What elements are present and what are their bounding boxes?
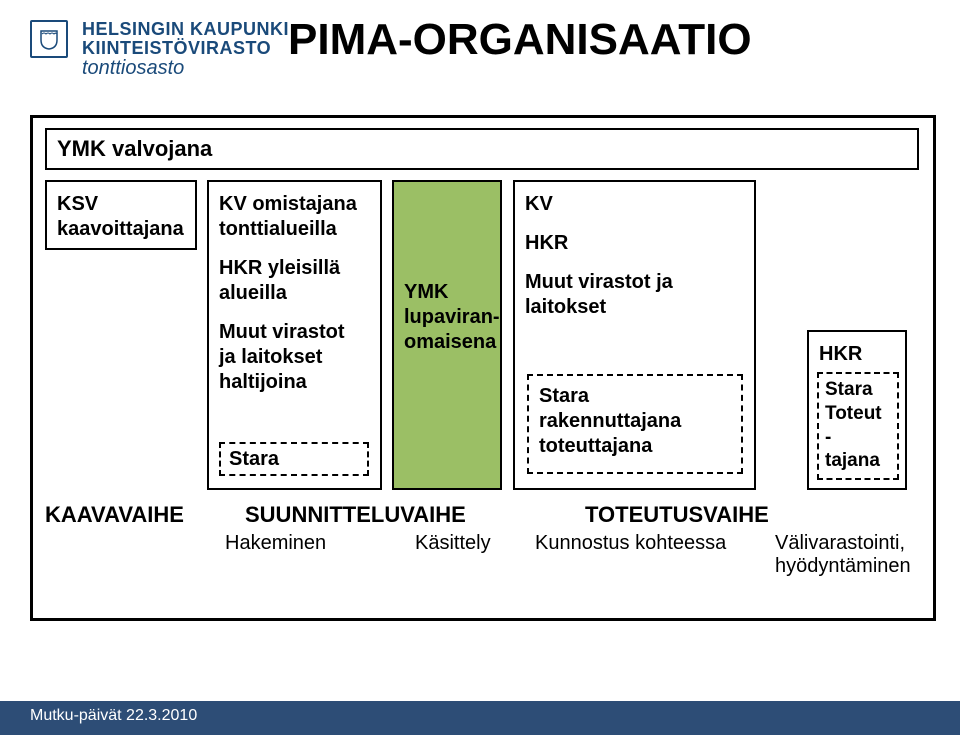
stara2-line3: toteuttajana <box>539 434 731 459</box>
stara-label-1: Stara <box>229 447 279 472</box>
stara-dashed-3: Stara Toteut - tajana <box>817 372 899 480</box>
helsinki-crest-icon <box>30 20 68 58</box>
org-name: HELSINGIN KAUPUNKI KIINTEISTÖVIRASTO ton… <box>82 20 289 79</box>
kvright-muut2: laitokset <box>525 295 744 320</box>
kvown-line5: Muut virastot <box>219 320 370 345</box>
ymklupa-line1: YMK <box>404 280 490 305</box>
ksv-line1: KSV <box>57 192 185 217</box>
kvright-hkr: HKR <box>525 231 744 256</box>
hkr-title: HKR <box>819 342 895 367</box>
stara-dashed-2: Stara rakennuttajana toteuttajana <box>527 374 743 474</box>
kvright-muut1: Muut virastot ja <box>525 270 744 295</box>
phase-kaava: KAAVAVAIHE <box>45 502 184 528</box>
ymk-lupaviranomaisena-box: YMK lupaviran- omaisena <box>392 180 502 490</box>
hkr-box: HKR Stara Toteut - tajana <box>807 330 907 490</box>
sub-valivarastointi: Välivarastointi, hyödyntäminen <box>775 532 945 578</box>
stara2-line2: rakennuttajana <box>539 409 731 434</box>
sub-hakeminen: Hakeminen <box>225 532 326 555</box>
stara3-line2: Toteut <box>825 402 891 426</box>
kvown-line6: ja laitokset <box>219 345 370 370</box>
slide-page: HELSINGIN KAUPUNKI KIINTEISTÖVIRASTO ton… <box>0 0 960 735</box>
org-line-3: tonttiosasto <box>82 58 289 79</box>
footer-text: Mutku-päivät 22.3.2010 <box>30 707 197 725</box>
stara-dashed-1: Stara <box>219 442 369 476</box>
stara3-line1: Stara <box>825 378 891 402</box>
kvown-line4: alueilla <box>219 281 370 306</box>
footer-bar: Mutku-päivät 22.3.2010 <box>0 701 960 735</box>
org-line-1: HELSINGIN KAUPUNKI <box>82 20 289 39</box>
ymk-valvojana-row: YMK valvojana <box>45 128 919 170</box>
kvown-line2: tonttialueilla <box>219 217 370 242</box>
ksv-line2: kaavoittajana <box>57 217 185 242</box>
sub-kunnostus: Kunnostus kohteessa <box>535 532 726 555</box>
kvown-line3: HKR yleisillä <box>219 256 370 281</box>
slide-title: PIMA-ORGANISAATIO <box>288 15 752 65</box>
phase-tot: TOTEUTUSVAIHE <box>585 502 769 528</box>
ksv-box: KSV kaavoittajana <box>45 180 197 250</box>
stara2-line1: Stara <box>539 384 731 409</box>
kvright-kv: KV <box>525 192 744 217</box>
kv-omistajana-box: KV omistajana tonttialueilla HKR yleisil… <box>207 180 382 490</box>
org-line-2: KIINTEISTÖVIRASTO <box>82 39 289 58</box>
ymklupa-line2: lupaviran- <box>404 305 490 330</box>
diagram-columns: KSV kaavoittajana KV omistajana tonttial… <box>45 180 919 490</box>
kv-right-box: KV HKR Muut virastot ja laitokset Stara … <box>513 180 756 490</box>
phase-suun: SUUNNITTELUVAIHE <box>245 502 466 528</box>
header: HELSINGIN KAUPUNKI KIINTEISTÖVIRASTO ton… <box>30 20 289 79</box>
diagram-frame: YMK valvojana KSV kaavoittajana KV omist… <box>30 115 936 621</box>
sub-kasittely: Käsittely <box>415 532 491 555</box>
stara3-line4: tajana <box>825 449 891 473</box>
ymklupa-line3: omaisena <box>404 330 490 355</box>
stara3-line3: - <box>825 426 891 450</box>
kvown-line7: haltijoina <box>219 370 370 395</box>
kvown-line1: KV omistajana <box>219 192 370 217</box>
